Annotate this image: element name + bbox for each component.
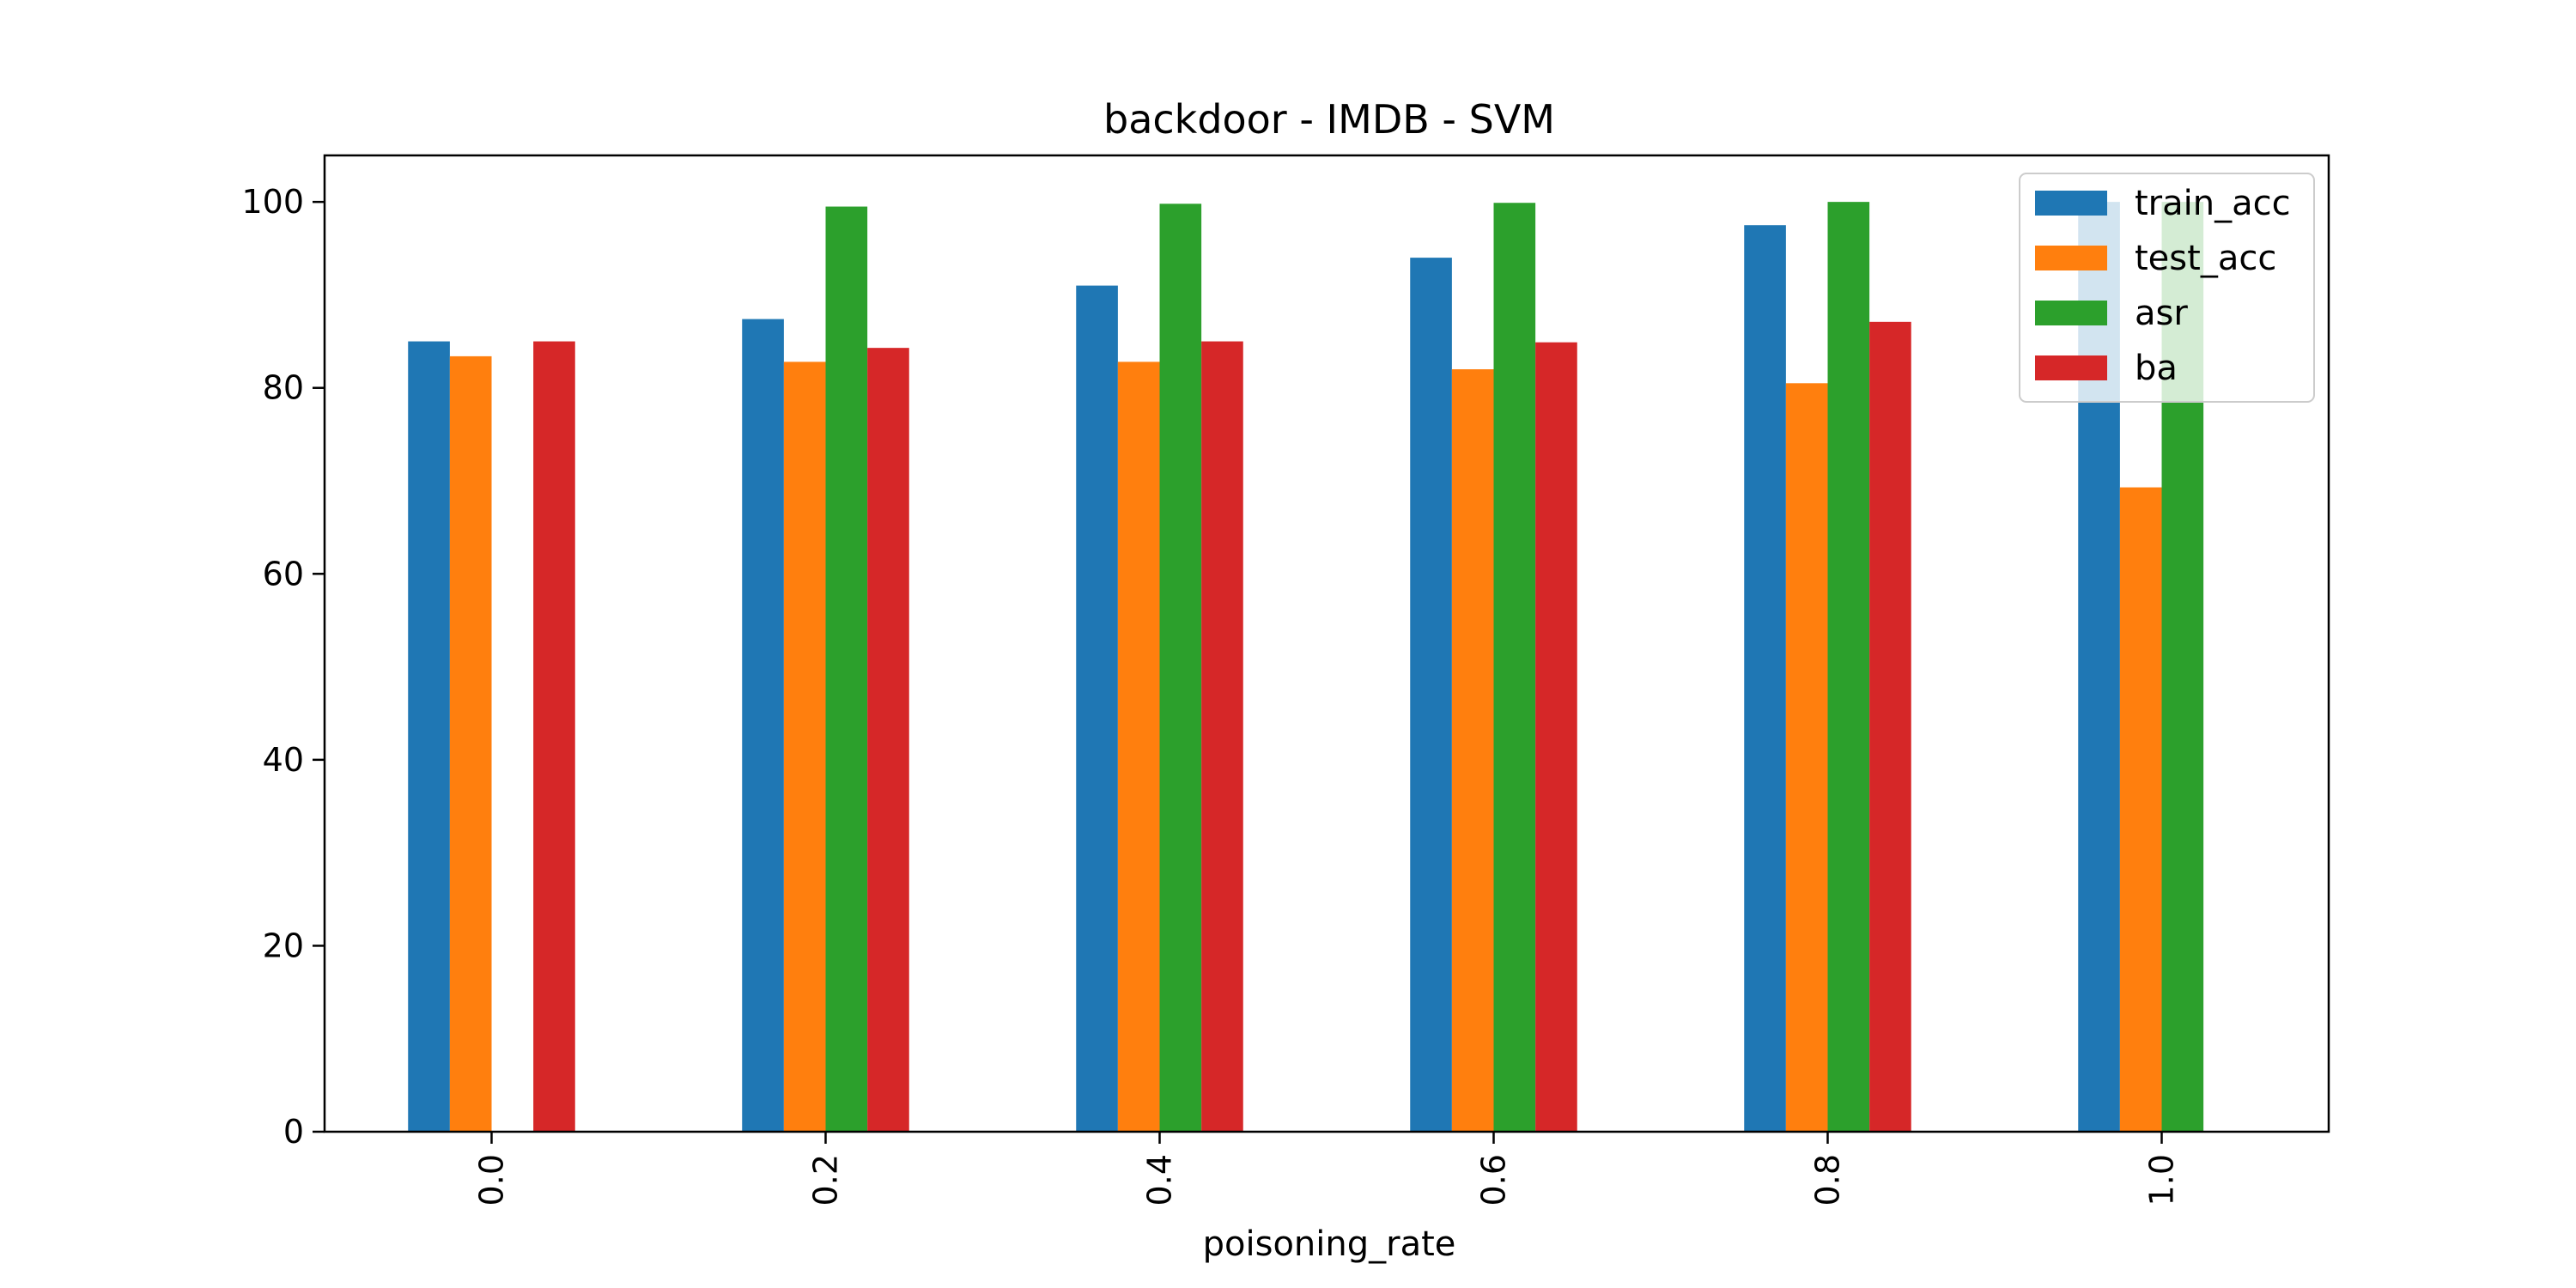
x-tick-label: 0.4 (1141, 1154, 1179, 1206)
y-tick-label: 60 (263, 555, 304, 592)
bar-asr-0.4 (1159, 204, 1202, 1132)
x-tick-label: 0.0 (473, 1154, 511, 1206)
legend-box (2019, 173, 2315, 403)
bar-test_acc-0.0 (449, 355, 492, 1132)
chart-title: backdoor - IMDB - SVM (1103, 96, 1555, 143)
legend-label-ba: ba (2135, 349, 2178, 388)
x-tick-label: 1.0 (2143, 1154, 2181, 1206)
bar-train_acc-0.0 (408, 341, 450, 1132)
x-axis-label: poisoning_rate (1203, 1224, 1456, 1264)
bar-test_acc-0.2 (783, 361, 826, 1132)
y-tick-label: 100 (241, 183, 304, 221)
bar-ba-0.8 (1869, 321, 1911, 1133)
plot-area-frame (323, 154, 2330, 1133)
y-tick-label: 20 (263, 927, 304, 964)
legend-label-train_acc: train_acc (2135, 184, 2291, 223)
x-axis: 0.0 0.2 0.4 0.6 0.8 1.0 (473, 1132, 2181, 1206)
bar-ba-0.0 (533, 341, 575, 1132)
bar-test_acc-0.6 (1451, 369, 1494, 1132)
bar-ba-0.6 (1535, 342, 1577, 1132)
x-tick-label: 0.8 (1809, 1154, 1847, 1206)
y-tick-label: 80 (263, 369, 304, 407)
bar-train_acc-0.2 (742, 319, 784, 1133)
bar-asr-0.6 (1493, 203, 1536, 1133)
bar-train_acc-0.6 (1410, 258, 1452, 1132)
legend-label-test_acc: test_acc (2135, 239, 2276, 278)
y-tick-label: 40 (263, 741, 304, 779)
bar-asr-0.8 (1827, 202, 1870, 1132)
legend-swatch-test_acc (2035, 246, 2107, 270)
bar-ba-0.4 (1201, 341, 1243, 1132)
x-tick-label: 0.2 (807, 1154, 845, 1206)
bar-test_acc-0.8 (1785, 383, 1828, 1132)
legend-swatch-train_acc (2035, 191, 2107, 216)
bar-test_acc-0.4 (1117, 361, 1160, 1132)
x-tick-label: 0.6 (1475, 1154, 1513, 1206)
bar-train_acc-0.8 (1744, 225, 1786, 1133)
legend-swatch-ba (2035, 355, 2107, 380)
y-tick-label: 0 (283, 1113, 304, 1151)
bar-asr-0.2 (825, 206, 868, 1132)
y-axis: 0 20 40 60 80 100 (241, 183, 325, 1151)
bar-train_acc-0.4 (1076, 285, 1118, 1133)
legend-label-asr: asr (2135, 294, 2188, 333)
bar-ba-0.2 (867, 348, 909, 1132)
legend-swatch-asr (2035, 301, 2107, 325)
bar-test_acc-1.0 (2119, 487, 2162, 1132)
